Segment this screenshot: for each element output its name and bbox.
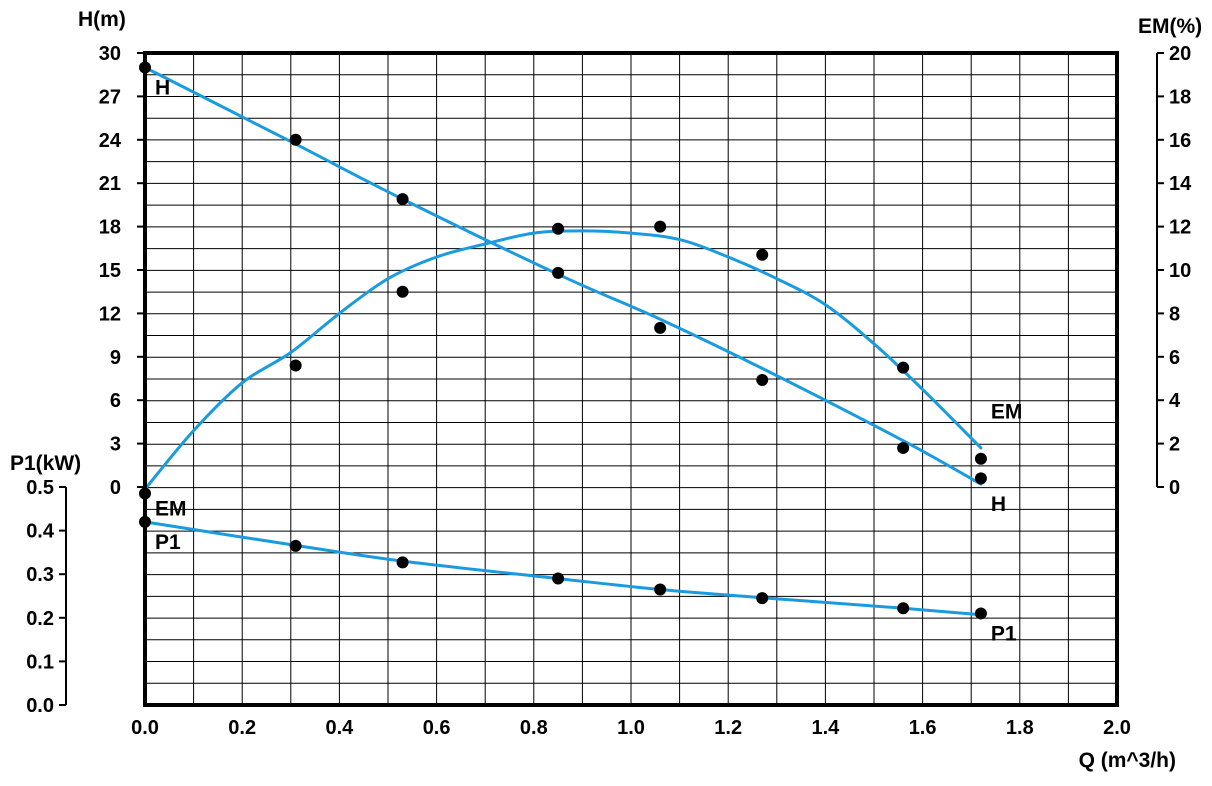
grid [145, 53, 1117, 705]
x-axis-tick-label: 0.2 [228, 717, 256, 739]
data-point-em [756, 248, 769, 261]
h-axis-tick-label: 30 [99, 43, 121, 65]
data-point-p1 [654, 583, 667, 596]
axes: 036912151821242730H(m)02468101214161820E… [10, 8, 1202, 772]
h-axis-tick-label: 0 [110, 477, 121, 499]
em-axis-tick-label: 0 [1169, 477, 1180, 499]
data-point-em [289, 359, 302, 372]
h-axis-tick-label: 18 [99, 217, 121, 239]
x-axis-tick-label: 1.2 [714, 717, 742, 739]
h-axis-tick-label: 3 [110, 434, 121, 456]
data-point-h [897, 441, 910, 454]
em-axis-tick-label: 14 [1169, 173, 1192, 195]
data-point-h [396, 193, 409, 206]
curve-label-em: EM [991, 400, 1023, 423]
x-axis-tick-label: 2.0 [1103, 717, 1131, 739]
p1-axis-tick-label: 0.2 [26, 608, 54, 630]
em-axis-tick-label: 10 [1169, 260, 1191, 282]
em-axis-tick-label: 6 [1169, 347, 1180, 369]
p1-axis-tick-label: 0.4 [26, 521, 55, 543]
plot-frame [143, 51, 1119, 707]
x-axis-tick-label: 1.8 [1006, 717, 1034, 739]
x-axis-tick-label: 0.0 [131, 717, 159, 739]
x-axis-title: Q (m^3/h) [1079, 749, 1176, 772]
data-point-p1 [396, 556, 409, 569]
x-axis-tick-label: 1.0 [617, 717, 645, 739]
p1-axis-tick-label: 0.3 [26, 564, 54, 586]
data-point-h [552, 266, 565, 279]
data-point-p1 [974, 607, 987, 620]
em-axis-tick-label: 8 [1169, 303, 1180, 325]
curve-label-h: H [991, 493, 1006, 516]
data-point-p1 [289, 539, 302, 552]
data-point-em [396, 285, 409, 298]
data-point-em [552, 222, 565, 235]
x-axis-tick-label: 0.8 [520, 717, 548, 739]
p1-axis-tick-label: 0.1 [26, 651, 54, 673]
x-axis-tick-label: 0.4 [325, 717, 354, 739]
data-point-em [654, 220, 667, 233]
em-axis-tick-label: 20 [1169, 43, 1191, 65]
curve-label-h: H [155, 76, 170, 99]
p1-axis-tick-label: 0.0 [26, 695, 54, 717]
x-axis-tick-label: 1.6 [909, 717, 937, 739]
data-point-h [974, 472, 987, 485]
x-axis-tick-label: 0.6 [423, 717, 451, 739]
h-axis-tick-label: 27 [99, 86, 121, 108]
x-axis-tick-label: 1.4 [811, 717, 840, 739]
h-axis-tick-label: 12 [99, 303, 121, 325]
data-point-h [654, 321, 667, 334]
h-axis-title: H(m) [78, 8, 126, 31]
curves [143, 66, 983, 617]
data-point-em [897, 361, 910, 374]
curve-p1 [143, 520, 983, 617]
h-axis-tick-label: 6 [110, 390, 121, 412]
curve-label-p1: P1 [155, 531, 181, 554]
p1-axis-title: P1(kW) [10, 452, 81, 475]
em-axis-tick-label: 2 [1169, 434, 1180, 456]
h-axis-tick-label: 21 [99, 173, 121, 195]
p1-axis-tick-label: 0.5 [26, 477, 54, 499]
h-axis-tick-label: 9 [110, 347, 121, 369]
curve-labels: H H EM EM P1 P1 [155, 76, 1022, 645]
curve-label-p1: P1 [991, 622, 1017, 645]
em-axis-tick-label: 18 [1169, 86, 1191, 108]
h-axis-tick-label: 15 [99, 260, 121, 282]
em-axis-tick-label: 16 [1169, 130, 1191, 152]
data-point-em [974, 452, 987, 465]
h-axis-tick-label: 24 [99, 130, 122, 152]
curve-label-em: EM [155, 498, 187, 521]
data-point-p1 [552, 572, 565, 585]
data-point-p1 [897, 602, 910, 615]
data-point-h [756, 373, 769, 386]
em-axis-tick-label: 12 [1169, 217, 1191, 239]
data-point-p1 [756, 592, 769, 605]
data-points [139, 61, 987, 620]
em-axis-title: EM(%) [1138, 15, 1202, 38]
data-point-h [289, 133, 302, 146]
em-axis-tick-label: 4 [1169, 390, 1181, 412]
